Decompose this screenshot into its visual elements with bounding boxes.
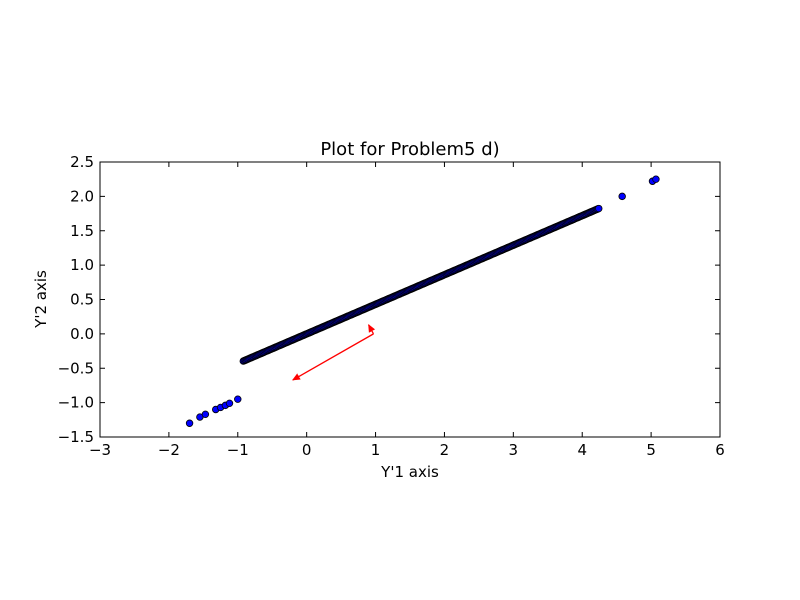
y-tick-label: −1.5	[58, 428, 94, 446]
y-tick-label: 1.5	[70, 222, 94, 240]
x-tick-label: −2	[158, 441, 180, 459]
y-tick-label: 0.0	[70, 325, 94, 343]
y-tick-label: 1.0	[70, 256, 94, 274]
vector-arrow	[292, 333, 374, 381]
x-tick-label: 4	[577, 441, 587, 459]
data-point	[201, 410, 210, 419]
x-tick-label: 3	[509, 441, 519, 459]
y-tick-label: −0.5	[58, 359, 94, 377]
data-point	[185, 419, 194, 427]
vector-arrow	[368, 324, 376, 335]
data-point	[652, 175, 660, 183]
x-tick-label: −3	[89, 441, 111, 459]
x-tick-label: 6	[715, 441, 725, 459]
y-axis-label: Y'2 axis	[32, 270, 50, 329]
x-tick-label: 2	[440, 441, 450, 459]
y-tick-label: 2.0	[70, 187, 94, 205]
data-point	[225, 399, 234, 408]
x-tick-label: 1	[371, 441, 381, 459]
data-point	[618, 192, 626, 201]
x-tick-label: −1	[227, 441, 249, 459]
data-point	[595, 204, 603, 213]
x-tick-label: 0	[302, 441, 312, 459]
x-tick-label: 5	[646, 441, 656, 459]
x-axis-label: Y'1 axis	[380, 463, 439, 481]
y-tick-label: −1.0	[58, 394, 94, 412]
y-tick-label: 2.5	[70, 153, 94, 171]
chart-title: Plot for Problem5 d)	[320, 139, 499, 160]
plot-area: −3 −2 −1 0 1 2 3 4 5 6 −1.5 −1.0 −0.5 0.0 0.5 1.0 1.5 2.0…	[58, 153, 725, 459]
y-tick-label: 0.5	[70, 291, 94, 309]
data-point	[234, 395, 242, 403]
